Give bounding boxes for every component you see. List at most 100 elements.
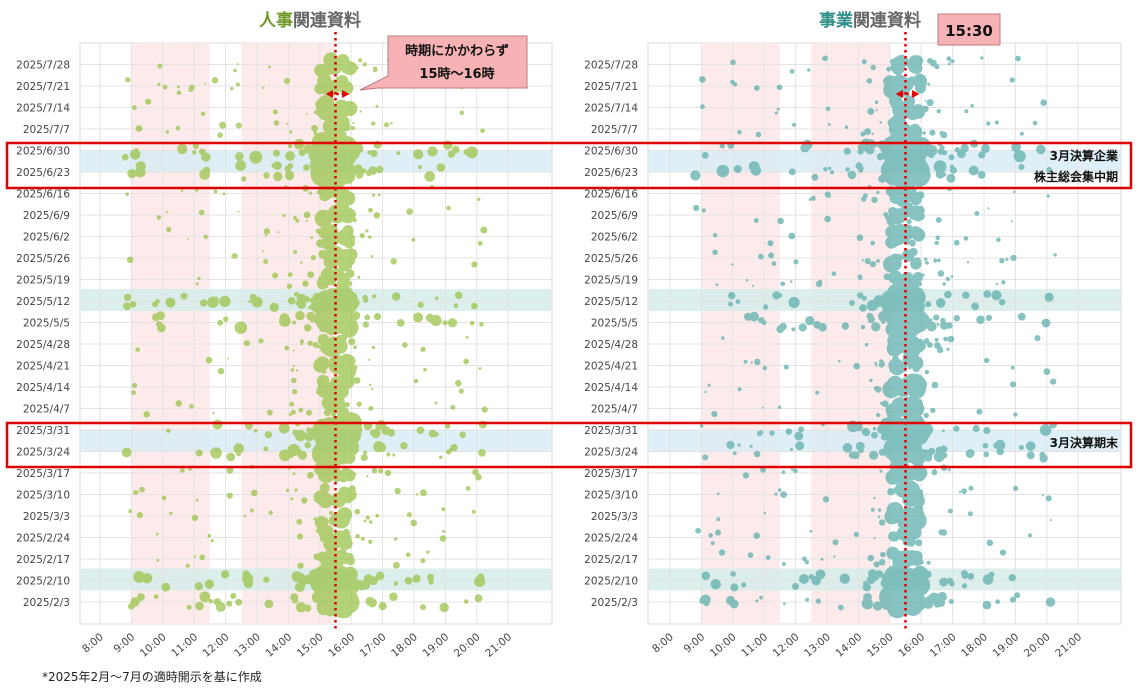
biz-bubble [978, 151, 986, 159]
biz-bubble [966, 261, 970, 264]
hr-bubble [213, 598, 221, 606]
biz-bubble [813, 320, 821, 329]
biz-bubble [913, 108, 920, 114]
hr-bubble [474, 594, 483, 603]
biz-bubble [1011, 220, 1013, 223]
biz-bubble [939, 145, 945, 151]
hr-bubble [298, 580, 306, 588]
hr-x-tick-label: 12:00 [201, 631, 232, 660]
hr-bubble [166, 226, 172, 233]
hr-bubble [180, 189, 184, 192]
hr-bubble [439, 455, 443, 460]
hr-bubble [233, 443, 244, 454]
hr-bubble [180, 292, 188, 300]
hr-bubble [286, 283, 293, 289]
biz-bubble [1027, 533, 1032, 538]
hr-y-tick-label: 2025/6/16 [16, 189, 70, 201]
hr-bubble [342, 192, 356, 206]
biz-bubble [958, 490, 962, 493]
hr-bubble [197, 276, 201, 281]
biz-bubble [984, 357, 990, 364]
hr-bubble [195, 282, 199, 286]
hr-bubble [358, 58, 363, 63]
biz-bubble [923, 338, 930, 344]
hr-bubble [176, 90, 182, 96]
biz-bubble [728, 291, 736, 300]
biz-y-tick-label: 2025/5/26 [584, 253, 638, 265]
biz-bubble [716, 492, 720, 496]
biz-bubble [946, 173, 956, 183]
biz-bubble [702, 454, 709, 461]
hr-bubble [393, 537, 398, 541]
hr-bubble [307, 340, 313, 346]
biz-bubble [802, 556, 807, 562]
biz-bubble [976, 315, 985, 325]
hr-y-tick-label: 2025/7/28 [16, 60, 70, 72]
hr-bubble [306, 311, 315, 321]
hr-bubble [165, 130, 169, 134]
biz-bubble [869, 378, 873, 383]
hr-bubble [305, 219, 308, 222]
hr-bubble [316, 104, 324, 113]
hr-bubble [198, 209, 205, 216]
hr-x-tick-label: 21:00 [483, 631, 514, 660]
biz-bubble [781, 470, 786, 475]
hr-bubble [227, 357, 230, 360]
hr-bubble [349, 149, 360, 160]
hr-bubble [370, 149, 378, 157]
biz-bubble [1014, 592, 1021, 599]
biz-bubble [712, 249, 718, 255]
biz-bubble [937, 347, 944, 354]
biz-bubble [1013, 150, 1026, 163]
hr-bubble [315, 527, 322, 534]
biz-bubble [762, 365, 767, 371]
hr-bubble [345, 254, 352, 260]
hr-bubble [153, 594, 159, 599]
hr-bubble [302, 574, 313, 585]
hr-x-tick-label: 15:00 [295, 631, 326, 660]
biz-bubble [915, 82, 926, 94]
biz-bubble [885, 145, 893, 153]
hr-bubble [363, 298, 369, 303]
hr-bubble [442, 320, 448, 326]
biz-bubble [861, 259, 864, 262]
biz-bubble [871, 132, 874, 135]
hr-bubble [352, 121, 355, 125]
biz-bubble [1044, 292, 1054, 302]
biz-bubble [937, 258, 941, 263]
biz-bubble [950, 59, 955, 64]
hr-bubble [320, 482, 330, 493]
hr-bubble [279, 313, 290, 323]
hr-bubble [453, 303, 459, 309]
hr-bubble [375, 513, 380, 518]
hr-bubble [336, 54, 350, 67]
biz-bubble [890, 62, 900, 72]
biz-bubble [768, 252, 775, 259]
hr-bubble [221, 570, 230, 579]
hr-y-tick-label: 2025/2/17 [16, 554, 70, 566]
biz-bubble [961, 488, 967, 495]
biz-bubble [926, 560, 931, 565]
biz-bubble [1008, 574, 1016, 582]
biz-x-tick-label: 18:00 [959, 631, 990, 660]
biz-bubble [966, 449, 975, 458]
biz-bubble [844, 125, 849, 129]
hr-bubble [373, 313, 382, 321]
biz-bubble [981, 143, 990, 153]
hr-bubble [217, 132, 223, 138]
hr-bubble [213, 189, 218, 194]
biz-bubble [925, 301, 932, 308]
biz-bubble [942, 150, 948, 156]
biz-bubble [825, 106, 831, 112]
hr-bubble [202, 166, 211, 175]
hr-bubble [373, 441, 385, 453]
biz-bubble [924, 257, 928, 261]
biz-bubble [730, 583, 739, 592]
hr-bubble [444, 423, 451, 429]
hr-bubble [478, 367, 482, 370]
biz-bubble [946, 577, 954, 585]
biz-bubble [811, 173, 819, 181]
biz-bubble [1049, 519, 1052, 522]
hr-bubble [392, 453, 396, 457]
biz-bubble [861, 59, 867, 65]
